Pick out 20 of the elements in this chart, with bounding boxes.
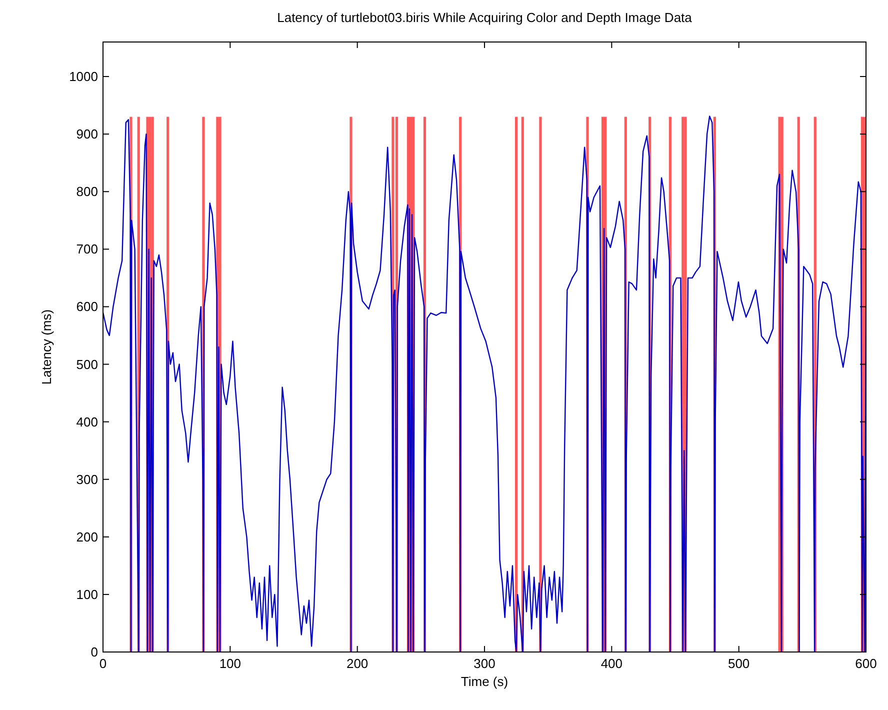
- y-tick-label: 600: [76, 299, 98, 314]
- y-tick-label: 1000: [69, 69, 98, 84]
- y-axis-title: Latency (ms): [39, 309, 54, 385]
- y-tick-label: 0: [90, 644, 98, 660]
- y-tick-label: 100: [76, 586, 98, 602]
- x-tick-label: 500: [728, 656, 750, 671]
- x-tick-label: 200: [346, 656, 368, 671]
- x-tick-label: 400: [600, 656, 623, 671]
- y-tick-label: 800: [76, 184, 98, 200]
- y-tick-label: 900: [76, 126, 98, 142]
- y-tick-label: 500: [76, 356, 98, 372]
- chart-title: Latency of turtlebot03.biris While Acquiring Color and Depth Image Data: [277, 10, 693, 25]
- y-tick-label: 200: [76, 529, 98, 544]
- x-tick-label: 100: [219, 656, 242, 671]
- y-tick-label: 300: [76, 472, 98, 487]
- y-tick-label: 400: [76, 414, 98, 430]
- x-axis-title: Time (s): [460, 674, 508, 689]
- x-tick-label: 300: [474, 656, 496, 671]
- x-tick-label: 600: [855, 656, 877, 671]
- y-tick-label: 700: [76, 242, 98, 257]
